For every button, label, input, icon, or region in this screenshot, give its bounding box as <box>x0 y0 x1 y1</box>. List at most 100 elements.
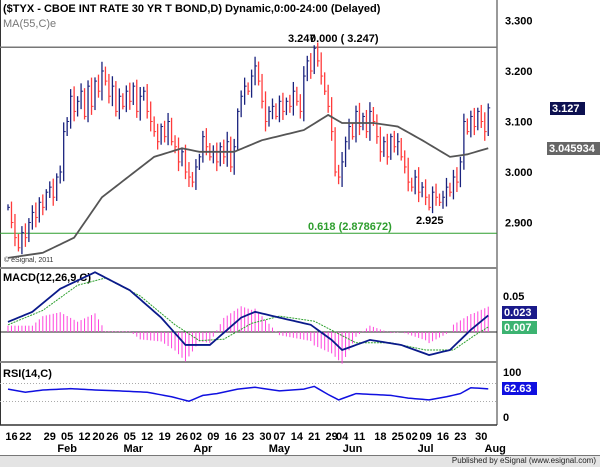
price-bar <box>146 84 150 119</box>
price-bar <box>240 90 244 118</box>
price-bar <box>216 142 219 172</box>
price-bar <box>254 56 258 86</box>
date-tick-label: 05 <box>124 431 136 443</box>
macd-value-badge-bg <box>502 306 537 319</box>
chart-canvas: ($TYX - CBOE INT RATE 30 YR T BOND,D) Dy… <box>0 0 600 455</box>
price-bar <box>473 107 477 136</box>
price-bar <box>365 109 369 139</box>
price-bar <box>268 106 271 127</box>
price-bar <box>341 151 345 187</box>
price-bar <box>108 73 111 104</box>
signal-value-badge-bg <box>502 321 537 334</box>
price-bar <box>226 131 230 167</box>
price-bar <box>296 86 299 106</box>
date-tick-label: 09 <box>419 431 431 443</box>
date-tick-label: 19 <box>158 431 170 443</box>
price-bar <box>289 94 292 113</box>
price-bar <box>435 183 439 206</box>
price-bar <box>177 137 181 172</box>
month-label: Apr <box>193 443 213 455</box>
price-bar <box>247 82 251 95</box>
price-bar <box>456 167 459 193</box>
price-bar <box>278 95 282 123</box>
price-bar <box>243 77 247 105</box>
date-tick-label: 16 <box>5 431 17 443</box>
price-bar <box>160 123 164 145</box>
price-bar <box>143 86 146 101</box>
price-bar <box>261 73 265 109</box>
price-bar <box>344 136 348 167</box>
date-tick-label: 23 <box>454 431 466 443</box>
price-bar <box>7 204 10 211</box>
price-bar <box>80 83 84 110</box>
price-bar <box>170 117 174 146</box>
price-bar <box>487 103 491 137</box>
price-bar <box>282 92 285 120</box>
price-bar <box>237 108 240 150</box>
month-label: Jun <box>343 443 363 455</box>
price-bar <box>449 182 452 197</box>
price-bar <box>202 130 205 163</box>
price-bar <box>306 55 310 82</box>
date-tick-label: 16 <box>225 431 237 443</box>
date-tick-label: 07 <box>273 431 285 443</box>
price-bar <box>383 136 386 157</box>
price-bar <box>445 177 449 207</box>
footer: Published by eSignal (www.esignal.com) <box>0 455 600 467</box>
price-bar <box>63 122 66 182</box>
price-bar <box>129 82 132 110</box>
price-bar <box>324 72 327 95</box>
price-bar <box>87 80 91 123</box>
signal-value-badge: 0.007 <box>504 322 532 334</box>
price-bar <box>271 98 275 120</box>
price-bar <box>250 69 254 98</box>
price-bar <box>104 66 108 86</box>
last-price-badge: 3.127 <box>552 103 580 115</box>
price-bar <box>463 113 466 170</box>
price-bar <box>118 88 122 120</box>
price-bar <box>466 118 470 135</box>
price-bar <box>90 77 94 115</box>
date-tick-label: 12 <box>141 431 153 443</box>
price-bar <box>428 194 432 211</box>
price-bar <box>195 159 198 190</box>
date-tick-label: 18 <box>374 431 386 443</box>
price-bar <box>69 89 73 129</box>
price-bar <box>191 171 195 188</box>
date-tick-label: 12 <box>78 431 90 443</box>
price-bar <box>153 116 157 137</box>
price-bar <box>376 114 379 144</box>
price-bar <box>275 103 278 120</box>
price-bar <box>184 144 188 180</box>
publisher-credit: Published by eSignal (www.esignal.com) <box>451 456 596 465</box>
date-tick-label: 30 <box>259 431 271 443</box>
price-bar <box>52 178 56 206</box>
macd-line <box>7 271 489 356</box>
price-tick-label: 3.300 <box>505 16 533 28</box>
price-bar <box>42 194 45 216</box>
month-label: May <box>269 443 291 455</box>
price-bar <box>390 133 393 160</box>
price-bar <box>334 127 338 177</box>
month-label: Mar <box>123 443 143 455</box>
price-bar <box>66 117 70 137</box>
ma55-line <box>7 113 489 259</box>
price-bar <box>56 173 59 201</box>
price-bar <box>310 53 313 79</box>
ma-value-badge-bg <box>547 142 600 155</box>
price-bar <box>431 186 435 214</box>
price-bar <box>337 164 341 185</box>
price-bar <box>230 136 233 173</box>
date-tick-label: 02 <box>190 431 202 443</box>
rsi-tick-label: 100 <box>503 367 521 379</box>
price-bar <box>313 45 317 75</box>
price-bar <box>156 123 160 150</box>
date-tick-label: 20 <box>92 431 104 443</box>
price-bar <box>421 182 425 198</box>
price-bar <box>480 104 484 128</box>
price-bar <box>38 197 42 223</box>
price-bar <box>264 91 268 132</box>
price-bar <box>470 110 473 138</box>
date-tick-label: 23 <box>242 431 254 443</box>
price-bar <box>320 52 324 85</box>
